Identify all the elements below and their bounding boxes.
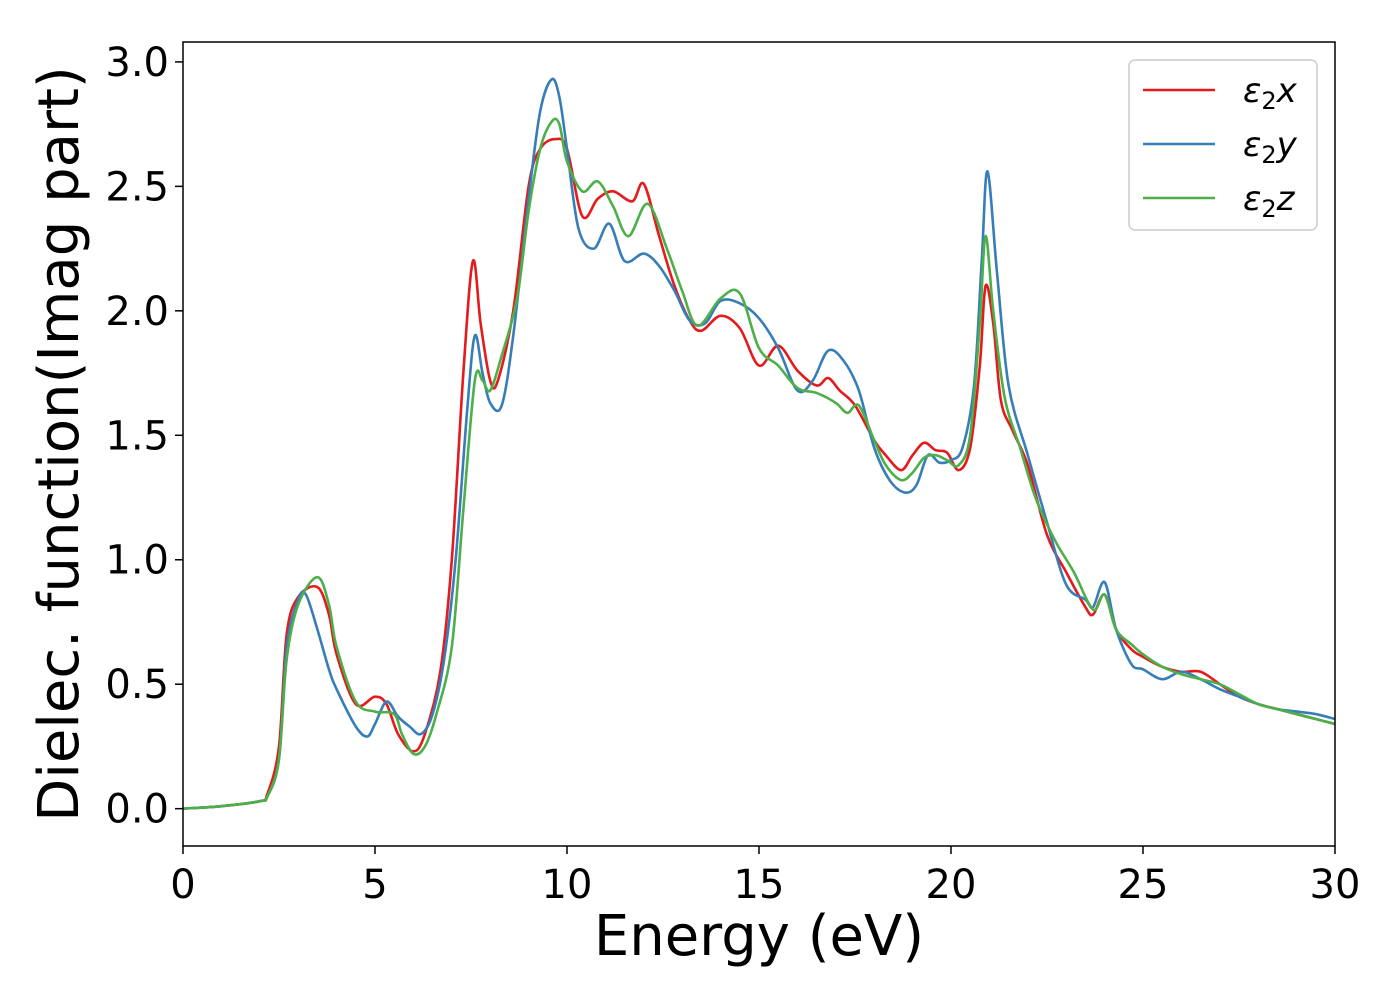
x-tick-label: 0 (170, 862, 195, 908)
y-tick-label: 2.5 (105, 164, 169, 210)
x-tick-label: 30 (1310, 862, 1361, 908)
legend-label-x: ε2x (1243, 71, 1298, 115)
series-line-z (182, 117, 1336, 810)
x-axis: 0 5 10 15 20 25 30 (170, 846, 1360, 908)
y-tick-label: 0.5 (105, 662, 169, 708)
x-axis-title: Energy (eV) (594, 904, 924, 969)
y-tick-label: 3.0 (105, 40, 169, 86)
y-axis: 0.0 0.5 1.0 1.5 2.0 2.5 3.0 (105, 40, 183, 833)
y-tick-label: 0.0 (105, 787, 169, 833)
y-tick-label: 1.0 (105, 538, 169, 584)
y-axis-title: Dielec. function(Imag part) (27, 66, 92, 822)
x-tick-label: 20 (926, 862, 977, 908)
series-line-y (182, 77, 1336, 810)
y-tick-label: 2.0 (105, 289, 169, 335)
y-tick-label: 1.5 (105, 413, 169, 459)
legend: ε2x ε2y ε2z (1128, 59, 1318, 231)
x-tick-label: 10 (542, 862, 593, 908)
x-tick-label: 15 (734, 862, 785, 908)
x-tick-label: 5 (362, 862, 387, 908)
legend-label-z: ε2z (1243, 179, 1296, 223)
legend-box (1128, 59, 1318, 231)
series-layer (182, 77, 1336, 810)
legend-label-y: ε2y (1243, 125, 1298, 169)
x-tick-label: 25 (1118, 862, 1169, 908)
